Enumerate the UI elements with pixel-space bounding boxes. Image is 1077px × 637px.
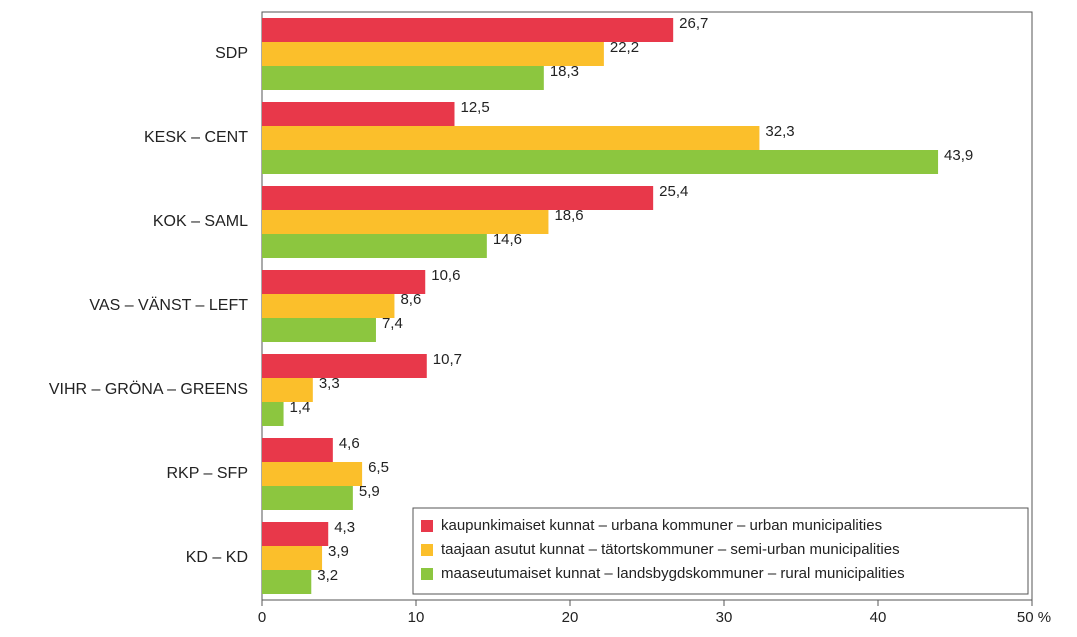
legend-swatch xyxy=(421,568,433,580)
bar xyxy=(262,486,353,510)
bar xyxy=(262,270,426,294)
legend-label: taajaan asutut kunnat – tätortskommuner … xyxy=(441,541,900,558)
category-label: RKP – SFP xyxy=(166,465,248,482)
category-label: VAS – VÄNST – LEFT xyxy=(89,296,248,314)
x-tick-label: 30 xyxy=(716,609,733,626)
bar xyxy=(262,42,604,66)
legend-label: maaseutumaiset kunnat – landsbygdskommun… xyxy=(441,565,905,582)
bar xyxy=(262,438,333,462)
value-label: 32,3 xyxy=(765,123,794,140)
bar xyxy=(262,66,544,90)
bar xyxy=(262,570,312,594)
category-label: KESK – CENT xyxy=(144,129,248,146)
bar xyxy=(262,234,487,258)
value-label: 7,4 xyxy=(382,315,403,332)
legend-box xyxy=(412,507,1029,595)
value-label: 5,9 xyxy=(359,483,380,500)
value-label: 22,2 xyxy=(610,39,639,56)
value-label: 8,6 xyxy=(400,291,421,308)
value-label: 10,6 xyxy=(431,267,460,284)
value-label: 3,9 xyxy=(328,543,349,560)
bar xyxy=(262,402,284,426)
value-label: 3,2 xyxy=(317,567,338,584)
category-label: KOK – SAML xyxy=(153,213,248,230)
value-label: 4,6 xyxy=(339,435,360,452)
x-tick-label: 0 xyxy=(258,609,266,626)
bar xyxy=(262,318,376,342)
bar xyxy=(262,18,674,42)
bar xyxy=(262,294,395,318)
value-label: 10,7 xyxy=(433,351,462,368)
bar xyxy=(262,378,313,402)
value-label: 25,4 xyxy=(659,183,688,200)
value-label: 4,3 xyxy=(334,519,355,536)
x-tick-label: 20 xyxy=(562,609,579,626)
legend-label: kaupunkimaiset kunnat – urbana kommuner … xyxy=(441,517,882,534)
x-tick-label: 50 % xyxy=(1017,609,1051,626)
value-label: 14,6 xyxy=(493,231,522,248)
legend-swatch xyxy=(421,520,433,532)
bar xyxy=(262,522,329,546)
value-label: 18,6 xyxy=(554,207,583,224)
value-label: 12,5 xyxy=(461,99,490,116)
category-label: VIHR – GRÖNA – GREENS xyxy=(49,380,248,398)
value-label: 6,5 xyxy=(368,459,389,476)
bar xyxy=(262,186,654,210)
category-label: SDP xyxy=(215,45,248,62)
value-label: 18,3 xyxy=(550,63,579,80)
value-label: 43,9 xyxy=(944,147,973,164)
bar xyxy=(262,126,760,150)
bar xyxy=(262,210,549,234)
bar xyxy=(262,354,427,378)
bar xyxy=(262,462,363,486)
value-label: 1,4 xyxy=(290,399,311,416)
bar xyxy=(262,102,455,126)
value-label: 26,7 xyxy=(679,15,708,32)
value-label: 3,3 xyxy=(319,375,340,392)
bar xyxy=(262,150,939,174)
category-label: KD – KD xyxy=(186,549,248,566)
legend-swatch xyxy=(421,544,433,556)
x-tick-label: 40 xyxy=(870,609,887,626)
bar xyxy=(262,546,323,570)
x-tick-label: 10 xyxy=(408,609,425,626)
